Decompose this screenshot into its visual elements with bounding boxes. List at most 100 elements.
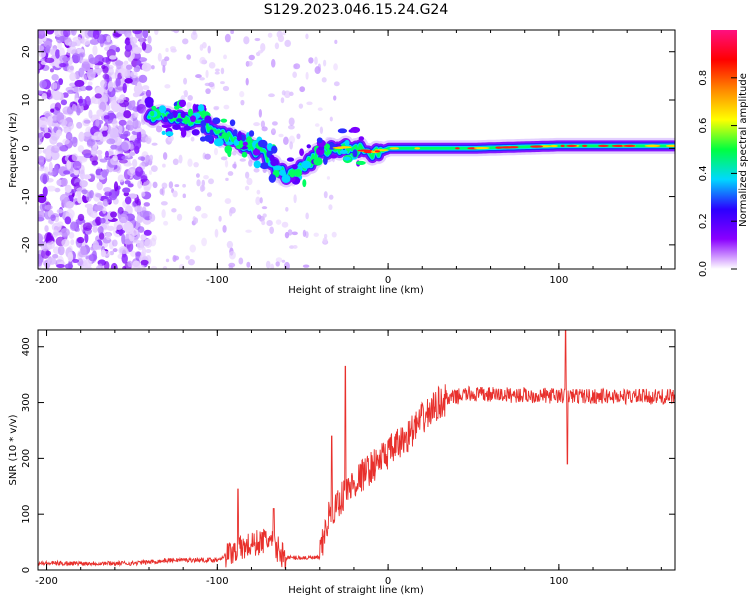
spectrogram-noise-blob	[89, 154, 98, 163]
spectrogram-noise-blob	[78, 67, 85, 78]
spectrogram-noise-blob	[81, 189, 88, 195]
spectrogram-noise-blob	[220, 81, 225, 85]
colorbar-tick-label: 0.6	[698, 118, 709, 134]
spectrogram-noise-blob	[145, 137, 152, 145]
spectrogram-noise-blob	[68, 231, 75, 239]
spectrogram-noise-blob	[201, 185, 206, 192]
spectrogram-noise-blob	[41, 92, 48, 100]
spectrogram-noise-blob	[149, 237, 157, 247]
spectrogram-noise-blob	[48, 161, 53, 173]
spectrogram-noise-blob	[165, 258, 170, 263]
spectrogram-noise-blob	[253, 122, 260, 127]
spectrogram-noise-blob	[308, 57, 314, 64]
spectrogram-peak-blob	[495, 146, 504, 149]
spectrogram-noise-blob	[108, 45, 118, 53]
spectrogram-noise-blob	[259, 197, 263, 204]
spectrogram-noise-blob	[40, 60, 47, 65]
spectrogram-noise-blob	[95, 118, 100, 127]
spectrogram-noise-blob	[69, 72, 77, 82]
spectrogram-noise-blob	[50, 108, 55, 113]
spectrogram-noise-blob	[90, 146, 98, 157]
snr-x-axis-label: Height of straight line (km)	[288, 585, 424, 596]
spectrogram-noise-blob	[121, 233, 126, 245]
spectrogram-ridge-blob	[259, 162, 270, 170]
spectrogram-noise-blob	[134, 205, 143, 213]
spectrogram-noise-blob	[213, 147, 219, 156]
spectrogram-y-ticks: -20 -10 0 10 20	[21, 45, 675, 253]
spectrogram-noise-blob	[38, 116, 48, 128]
spectrogram-noise-blob	[162, 163, 166, 168]
spectrogram-ridge-blob	[301, 160, 312, 169]
spectrogram-noise-blob	[110, 211, 117, 218]
spectrogram-peak-blob	[549, 144, 558, 148]
spectrogram-noise-blob	[61, 238, 70, 247]
spectrogram-noise-blob	[123, 191, 130, 197]
spectrogram-noise-blob	[52, 253, 59, 259]
spectrogram-ridge-blob	[329, 154, 338, 159]
spectrogram-ridge-blob	[163, 116, 168, 122]
spectrogram-noise-blob	[150, 165, 158, 173]
spectrogram-noise-blob	[260, 43, 266, 52]
spectrogram-ridge-blob	[187, 108, 194, 117]
spectrogram-noise-blob	[89, 38, 100, 45]
spectrogram-noise-blob	[38, 30, 46, 40]
spectrogram-ridge-blob	[257, 139, 268, 148]
spectrogram-ridge-blob	[180, 111, 186, 119]
spectrogram-noise-blob	[51, 145, 61, 154]
spectrogram-noise-blob	[164, 84, 171, 89]
spectrogram-noise-blob	[162, 64, 166, 74]
spectrogram-noise-blob	[239, 91, 245, 98]
spectrogram-noise-blob	[208, 62, 216, 69]
spectrogram-noise-blob	[314, 66, 321, 74]
y-tick-label: 0	[21, 145, 32, 151]
spectrogram-noise-blob	[76, 121, 83, 129]
spectrogram-noise-blob	[83, 131, 93, 137]
spectrogram-noise-blob	[77, 196, 83, 204]
spectrogram-noise-blob	[137, 180, 143, 189]
spectrogram-noise-blob	[101, 169, 108, 178]
spectrogram-noise-blob	[333, 95, 337, 101]
spectrogram-noise-blob	[189, 244, 197, 253]
spectrogram-noise-blob	[109, 127, 118, 139]
spectrogram-noise-blob	[70, 221, 77, 230]
spectrogram-noise-blob	[117, 97, 125, 104]
snr-y-ticks: 0 100 200 300 400	[21, 337, 675, 573]
spectrogram-noise-blob	[127, 168, 136, 177]
spectrogram-noise-blob	[326, 176, 331, 180]
spectrogram-peak-blob	[532, 145, 544, 148]
spectrogram-noise-blob	[164, 56, 170, 62]
spectrogram-noise-blob	[103, 115, 110, 120]
spectrogram-noise-blob	[117, 116, 127, 121]
spectrogram-noise-blob	[149, 154, 154, 162]
spectrogram-noise-blob	[261, 206, 268, 210]
spectrogram-noise-blob	[187, 258, 195, 266]
y-tick-label: 400	[21, 337, 32, 356]
spectrogram-noise-blob	[65, 131, 73, 141]
spectrogram-noise-blob	[160, 201, 168, 206]
spectrogram-noise-blob	[222, 225, 227, 233]
spectrogram-noise-blob	[56, 142, 63, 147]
spectrogram-noise-blob	[152, 181, 158, 189]
spectrogram-noise-blob	[245, 229, 252, 233]
spectrogram-noise-blob	[123, 130, 131, 137]
spectrogram-noise-blob	[293, 63, 301, 70]
spectrogram-noise-blob	[329, 116, 333, 122]
spectrogram-ridge-blob	[212, 117, 221, 125]
spectrogram-noise-blob	[287, 124, 295, 130]
spectrogram-noise-blob	[143, 229, 152, 236]
spectrogram-noise-blob	[293, 194, 297, 204]
spectrogram-noise-blob	[38, 216, 45, 222]
spectrogram-noise-blob	[281, 90, 286, 96]
spectrogram-noise-blob	[190, 136, 195, 142]
spectrogram-noise-blob	[195, 173, 200, 178]
spectrogram-noise-blob	[201, 237, 207, 247]
spectrogram-noise-blob	[87, 191, 92, 199]
spectrogram-noise-blob	[278, 133, 284, 138]
spectrogram-noise-blob	[157, 52, 162, 62]
spectrogram-noise-blob	[122, 265, 127, 269]
spectrogram-noise-blob	[133, 66, 141, 73]
spectrogram-noise-blob	[43, 132, 51, 139]
spectrogram-noise-blob	[132, 159, 138, 168]
y-tick-label: 100	[21, 505, 32, 524]
spectrogram-noise-blob	[187, 94, 193, 101]
